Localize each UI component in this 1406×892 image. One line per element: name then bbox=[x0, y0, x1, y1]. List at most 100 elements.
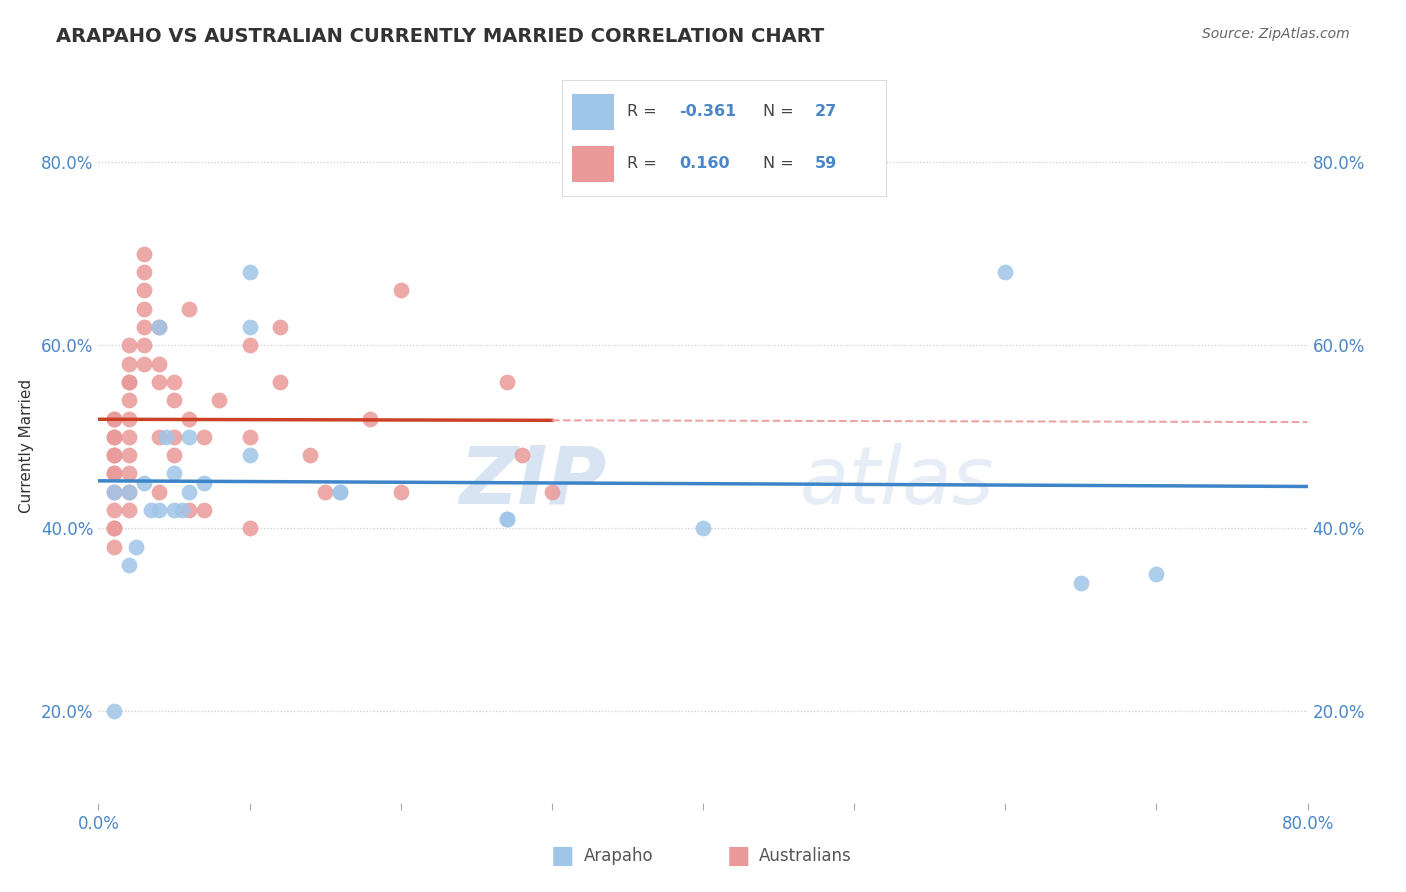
Point bbox=[239, 320, 262, 334]
Text: ■: ■ bbox=[551, 845, 574, 868]
Point bbox=[148, 320, 170, 334]
Point bbox=[118, 375, 141, 389]
Point bbox=[148, 320, 170, 334]
Point bbox=[148, 430, 170, 444]
Point bbox=[148, 503, 170, 517]
Point bbox=[510, 448, 533, 462]
Point bbox=[118, 338, 141, 352]
Text: Source: ZipAtlas.com: Source: ZipAtlas.com bbox=[1202, 27, 1350, 41]
Point bbox=[193, 475, 215, 490]
Point bbox=[118, 467, 141, 481]
Point bbox=[163, 467, 186, 481]
Text: ZIP: ZIP bbox=[458, 442, 606, 521]
Point bbox=[239, 338, 262, 352]
Point bbox=[141, 503, 163, 517]
Point bbox=[239, 521, 262, 535]
Point bbox=[314, 484, 336, 499]
Text: atlas: atlas bbox=[800, 442, 994, 521]
Point bbox=[118, 411, 141, 425]
Point bbox=[329, 484, 352, 499]
Point bbox=[132, 301, 155, 316]
Point bbox=[132, 284, 155, 298]
Point bbox=[163, 448, 186, 462]
Y-axis label: Currently Married: Currently Married bbox=[20, 379, 34, 513]
FancyBboxPatch shape bbox=[572, 95, 614, 130]
Point bbox=[1070, 576, 1092, 591]
Point bbox=[163, 393, 186, 408]
Text: 59: 59 bbox=[814, 156, 837, 171]
Text: 0.160: 0.160 bbox=[679, 156, 730, 171]
Point bbox=[132, 247, 155, 261]
Point bbox=[1144, 567, 1167, 582]
Point bbox=[103, 484, 125, 499]
Text: R =: R = bbox=[627, 156, 662, 171]
Point bbox=[163, 503, 186, 517]
Text: -0.361: -0.361 bbox=[679, 104, 737, 120]
Text: ARAPAHO VS AUSTRALIAN CURRENTLY MARRIED CORRELATION CHART: ARAPAHO VS AUSTRALIAN CURRENTLY MARRIED … bbox=[56, 27, 824, 45]
Point bbox=[692, 521, 714, 535]
Point bbox=[118, 393, 141, 408]
Point bbox=[132, 475, 155, 490]
Text: Arapaho: Arapaho bbox=[583, 847, 654, 865]
Point bbox=[118, 558, 141, 572]
Point bbox=[132, 265, 155, 279]
Point bbox=[163, 430, 186, 444]
Point bbox=[155, 430, 177, 444]
Point bbox=[103, 521, 125, 535]
Point bbox=[103, 484, 125, 499]
Point bbox=[103, 448, 125, 462]
Point bbox=[103, 467, 125, 481]
Text: R =: R = bbox=[627, 104, 662, 120]
Point bbox=[495, 375, 517, 389]
Point bbox=[389, 484, 412, 499]
Point bbox=[103, 540, 125, 554]
Point bbox=[179, 484, 201, 499]
Point bbox=[179, 301, 201, 316]
Point bbox=[103, 430, 125, 444]
Point bbox=[132, 357, 155, 371]
Text: N =: N = bbox=[763, 104, 799, 120]
Point bbox=[389, 284, 412, 298]
Point bbox=[148, 375, 170, 389]
Point bbox=[118, 448, 141, 462]
Point bbox=[179, 503, 201, 517]
Text: Australians: Australians bbox=[759, 847, 852, 865]
Point bbox=[329, 484, 352, 499]
Point bbox=[360, 411, 382, 425]
Point bbox=[103, 503, 125, 517]
Point bbox=[193, 430, 215, 444]
Point bbox=[118, 375, 141, 389]
Point bbox=[179, 411, 201, 425]
Point bbox=[103, 411, 125, 425]
Text: N =: N = bbox=[763, 156, 799, 171]
Text: ■: ■ bbox=[727, 845, 749, 868]
Point bbox=[118, 430, 141, 444]
Point bbox=[495, 512, 517, 526]
Point bbox=[239, 430, 262, 444]
Point bbox=[103, 467, 125, 481]
Point bbox=[239, 265, 262, 279]
Point bbox=[179, 430, 201, 444]
Point bbox=[208, 393, 231, 408]
Point bbox=[269, 375, 291, 389]
Point bbox=[103, 521, 125, 535]
Point bbox=[163, 375, 186, 389]
Point bbox=[495, 512, 517, 526]
Point bbox=[103, 704, 125, 718]
Point bbox=[118, 357, 141, 371]
Point bbox=[269, 320, 291, 334]
Point bbox=[239, 448, 262, 462]
Point bbox=[103, 448, 125, 462]
Point bbox=[118, 484, 141, 499]
Point bbox=[118, 484, 141, 499]
Point bbox=[118, 503, 141, 517]
Point bbox=[132, 338, 155, 352]
Point bbox=[994, 265, 1017, 279]
Point bbox=[148, 484, 170, 499]
Point bbox=[103, 411, 125, 425]
Point bbox=[125, 540, 148, 554]
Text: 27: 27 bbox=[814, 104, 837, 120]
Point bbox=[103, 430, 125, 444]
Point bbox=[193, 503, 215, 517]
FancyBboxPatch shape bbox=[572, 146, 614, 182]
